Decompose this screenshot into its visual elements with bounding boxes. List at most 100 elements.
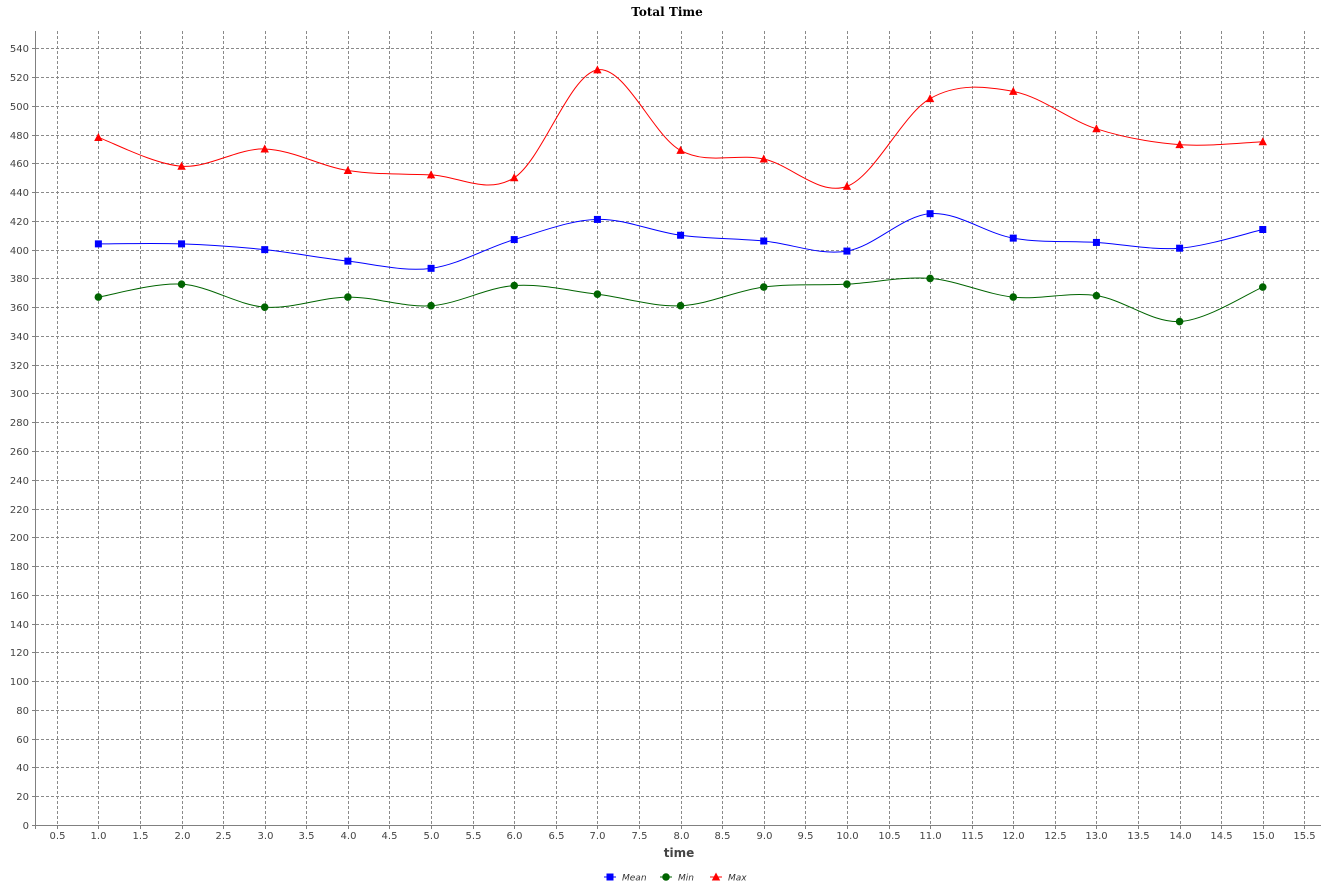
y-tick-label: 40 <box>16 763 29 774</box>
y-tick-label: 400 <box>10 246 29 257</box>
legend-item-mean: Mean <box>604 873 647 884</box>
data-point-mean <box>427 264 435 272</box>
y-tick-label: 420 <box>10 217 29 228</box>
x-tick-label: 1.0 <box>91 831 107 842</box>
data-point-min <box>1175 317 1184 326</box>
data-point-mean <box>593 215 601 223</box>
y-tick-label: 500 <box>10 102 29 113</box>
data-point-mean <box>843 247 851 255</box>
y-tick-label: 220 <box>10 505 29 516</box>
y-tick-label: 520 <box>10 73 29 84</box>
legend-marker-min <box>662 873 670 881</box>
x-tick-label: 3.0 <box>258 831 274 842</box>
legend-marker-max <box>711 872 721 881</box>
y-tick-label: 460 <box>10 159 29 170</box>
series-line-max <box>98 69 1263 189</box>
data-point-min <box>1092 291 1101 300</box>
x-tick-label: 13.5 <box>1127 831 1149 842</box>
data-point-min <box>510 281 519 290</box>
y-tick-label: 280 <box>10 418 29 429</box>
data-point-mean <box>1259 226 1267 233</box>
data-point-max <box>676 145 685 154</box>
legend-item-max: Max <box>710 872 747 884</box>
x-tick-label: 6.5 <box>549 831 565 842</box>
data-point-min <box>427 301 435 310</box>
x-tick-label: 8.0 <box>674 831 690 842</box>
data-point-max <box>593 65 602 74</box>
x-tick-label: 6.0 <box>507 831 523 842</box>
x-tick-label: 4.0 <box>341 831 357 842</box>
y-tick-label: 480 <box>10 131 29 142</box>
y-tick-label: 260 <box>10 447 29 458</box>
data-point-mean <box>178 240 186 248</box>
y-tick-label: 60 <box>16 735 29 746</box>
data-point-min <box>676 301 685 310</box>
data-point-mean <box>1009 234 1017 242</box>
x-tick-label: 14.0 <box>1169 831 1191 842</box>
data-point-mean <box>677 231 685 239</box>
series-max <box>94 65 1267 190</box>
data-point-min <box>344 293 352 301</box>
x-tick-label: 10.0 <box>836 831 858 842</box>
y-tick-label: 440 <box>10 188 29 199</box>
y-tick-label: 380 <box>10 274 29 285</box>
legend-item-min: Min <box>660 873 694 884</box>
data-point-mean <box>510 236 518 244</box>
x-tick-label: 7.0 <box>590 831 606 842</box>
data-point-max <box>1258 137 1267 146</box>
data-point-mean <box>1092 238 1100 246</box>
data-point-max <box>925 94 935 103</box>
x-tick-label: 15.0 <box>1252 831 1274 842</box>
x-tick-label: 1.5 <box>133 831 149 842</box>
x-tick-label: 14.5 <box>1210 831 1232 842</box>
x-tick-label: 9.5 <box>798 831 814 842</box>
data-point-mean <box>760 237 768 245</box>
x-tick-label: 0.5 <box>50 831 66 842</box>
y-tick-label: 200 <box>10 533 29 544</box>
legend-marker-mean <box>606 873 614 881</box>
x-tick-label: 10.5 <box>878 831 900 842</box>
y-tick-label: 180 <box>10 562 29 573</box>
data-point-min <box>593 290 602 299</box>
y-tick-label: 360 <box>10 303 29 314</box>
data-point-max <box>426 170 436 179</box>
x-tick-label: 11.0 <box>919 831 941 842</box>
data-point-mean <box>344 257 352 265</box>
data-point-max <box>94 132 103 141</box>
y-tick-label: 120 <box>10 648 29 659</box>
data-point-max <box>759 154 768 163</box>
x-tick-label: 8.5 <box>715 831 731 842</box>
y-tick-label: 100 <box>10 677 29 688</box>
x-tick-label: 2.5 <box>216 831 232 842</box>
y-tick-label: 160 <box>10 591 29 602</box>
data-point-min <box>759 283 768 291</box>
series-mean <box>94 210 1267 272</box>
legend-label-mean: Mean <box>622 874 647 884</box>
series-min <box>94 274 1267 326</box>
data-point-max <box>343 166 353 175</box>
y-tick-label: 0 <box>23 821 29 832</box>
x-tick-label: 4.5 <box>382 831 398 842</box>
y-tick-label: 240 <box>10 476 29 487</box>
legend: Mean Min Max <box>604 872 747 884</box>
x-tick-label: 2.0 <box>175 831 191 842</box>
data-point-max <box>1009 86 1018 95</box>
y-tick-label: 340 <box>10 332 29 343</box>
data-point-max <box>177 161 186 170</box>
y-tick-label: 80 <box>16 706 29 717</box>
axes: 0 20 40 60 80 100 120 140 160 180 200 220 240 260 280 3… <box>10 31 1321 842</box>
x-tick-label: 3.5 <box>299 831 315 842</box>
data-point-min <box>926 274 934 283</box>
legend-label-max: Max <box>728 874 747 884</box>
x-tick-label: 7.5 <box>632 831 648 842</box>
x-tick-label: 5.0 <box>424 831 440 842</box>
data-point-min <box>177 280 186 288</box>
data-point-min <box>94 293 103 301</box>
data-point-max <box>510 173 519 182</box>
x-tick-label: 15.5 <box>1293 831 1315 842</box>
x-tick-label: 12.5 <box>1044 831 1066 842</box>
y-tick-label: 140 <box>10 620 29 631</box>
data-point-min <box>1258 283 1267 291</box>
